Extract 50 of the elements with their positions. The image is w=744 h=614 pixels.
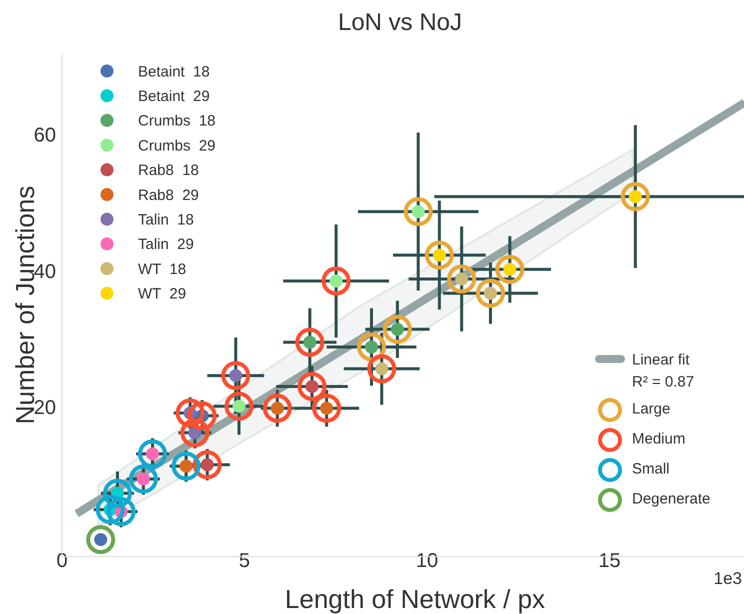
text: 1e3 <box>714 569 742 588</box>
point <box>176 398 205 428</box>
point <box>367 354 396 384</box>
x-axis-title: Length of Network / px <box>284 584 546 614</box>
annotation: R² = 0.87 <box>632 373 694 390</box>
legend-label: Degenerate <box>632 490 710 508</box>
x-tick-label: 15 <box>598 550 621 572</box>
point <box>322 266 351 296</box>
point <box>298 372 327 401</box>
legend-label: Betaint 29 <box>138 88 210 105</box>
point <box>620 182 650 212</box>
legend-label: Talin 29 <box>138 236 194 254</box>
point <box>447 264 476 294</box>
legend-label: Rab8 18 <box>138 162 199 180</box>
legend-label: Crumbs 18 <box>138 112 216 130</box>
x-tick-label: 10 <box>416 550 438 572</box>
legend-label: Medium <box>632 430 686 448</box>
point <box>138 439 168 468</box>
point <box>128 464 158 494</box>
point <box>295 328 324 357</box>
point <box>224 392 254 421</box>
legend-label: Crumbs 29 <box>138 137 216 154</box>
point <box>424 240 454 270</box>
y-tick-label: 40 <box>34 260 56 283</box>
point <box>106 497 136 526</box>
point <box>476 278 505 308</box>
point <box>382 314 412 344</box>
legend-label: WT 29 <box>138 286 186 303</box>
y-tick-label: 20 <box>34 396 56 419</box>
point <box>188 401 217 430</box>
y-tick-label: 60 <box>34 124 56 147</box>
chart-title: LoN vs NoJ <box>338 9 462 36</box>
point <box>495 254 524 284</box>
legend-label: Rab8 29 <box>138 186 199 204</box>
point <box>172 452 201 481</box>
point <box>312 394 342 423</box>
x-tick-label: 0 <box>56 550 68 572</box>
legend-label: WT 18 <box>138 260 186 278</box>
legend-label: Linear fit <box>632 351 690 368</box>
legend-label: Betaint 18 <box>138 63 210 80</box>
point <box>86 525 116 554</box>
point <box>96 495 125 524</box>
point <box>404 197 433 226</box>
point <box>180 418 210 448</box>
legend-label: Talin 18 <box>138 211 194 228</box>
point <box>102 478 132 508</box>
legend-label: Small <box>632 460 670 478</box>
x-tick-label: 5 <box>238 550 250 572</box>
point <box>221 361 250 390</box>
legend-label: Large <box>632 400 670 418</box>
